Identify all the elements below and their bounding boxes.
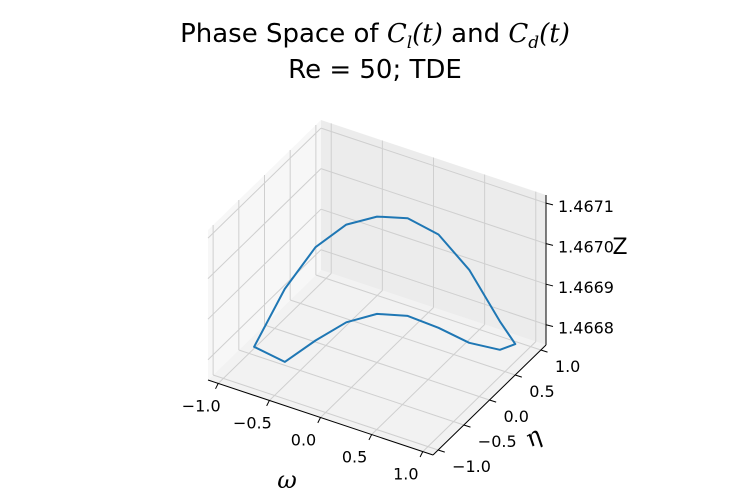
y-tick-label: 1.0 [555, 357, 580, 376]
y-axis-label: η [520, 421, 547, 453]
title-prefix: Phase Space of [180, 19, 387, 49]
x-tick-label: 0.5 [342, 448, 367, 467]
y-tick-label: 0.5 [529, 382, 554, 401]
x-tick-label: 1.0 [393, 465, 418, 484]
z-tick-label: 1.4671 [558, 197, 614, 216]
left-grid-z [207, 249, 322, 361]
x-tick-label: −0.5 [233, 414, 272, 433]
floor-grid-y [315, 274, 542, 351]
y-tick-mark [463, 424, 471, 428]
axes-ticks: −1.0−0.50.00.51.0 −1.0−0.50.00.51.01.4668… [182, 197, 614, 484]
floor-grid-y [290, 299, 516, 376]
x-tick-label: −1.0 [182, 396, 221, 415]
y-tick-label: −1.0 [452, 457, 491, 476]
x-tick-mark [419, 451, 424, 458]
y-tick-label: −0.5 [478, 432, 517, 451]
x-tick-mark [368, 434, 373, 441]
back-grid-z [320, 127, 547, 204]
x-tick-mark [317, 417, 321, 424]
x-tick-label: 0.0 [291, 431, 316, 450]
x-tick-mark [266, 400, 270, 407]
floor-grid-y [212, 374, 439, 451]
y-tick-label: 0.0 [504, 407, 529, 426]
z-tick-label: 1.4668 [558, 319, 614, 338]
title-c-lift: C [387, 19, 407, 49]
chart-title-line-2: Re = 50; TDE [288, 55, 462, 85]
x-axis-label: ω [277, 466, 297, 494]
y-tick-mark [437, 449, 445, 453]
y-tick-mark [489, 399, 497, 403]
back-grid-z [320, 249, 547, 326]
axes-grid [207, 123, 547, 452]
floor-grid-y [238, 349, 464, 426]
chart-title-line-1: Phase Space of Cl(t) and Cd(t) [180, 19, 570, 53]
z-tick-mark [545, 202, 554, 206]
title-subscript-d: d [528, 33, 539, 53]
phase-space-trajectory-line [253, 215, 517, 363]
z-tick-mark [545, 283, 554, 287]
z-tick-mark [545, 324, 554, 327]
left-grid-z [207, 168, 322, 280]
left-grid-z [207, 127, 322, 239]
x-tick-mark [215, 383, 219, 390]
z-tick-mark [545, 243, 554, 246]
title-t-arg-1: (t) [412, 19, 443, 49]
z-tick-label: 1.4669 [558, 278, 614, 297]
y-tick-mark [515, 374, 522, 378]
back-grid-z [320, 168, 547, 245]
title-and: and [443, 19, 508, 49]
z-tick-label: 1.4670 [558, 238, 614, 257]
left-grid-z [207, 208, 322, 320]
z-axis-label: Z [612, 235, 627, 260]
y-tick-mark [540, 349, 548, 353]
floor-grid-y [264, 324, 490, 401]
title-t-arg-2: (t) [539, 19, 570, 49]
title-subscript-l: l [407, 33, 412, 53]
data-series-group [253, 215, 517, 363]
axes-panes [208, 120, 546, 455]
title-c-drag: C [508, 19, 528, 49]
